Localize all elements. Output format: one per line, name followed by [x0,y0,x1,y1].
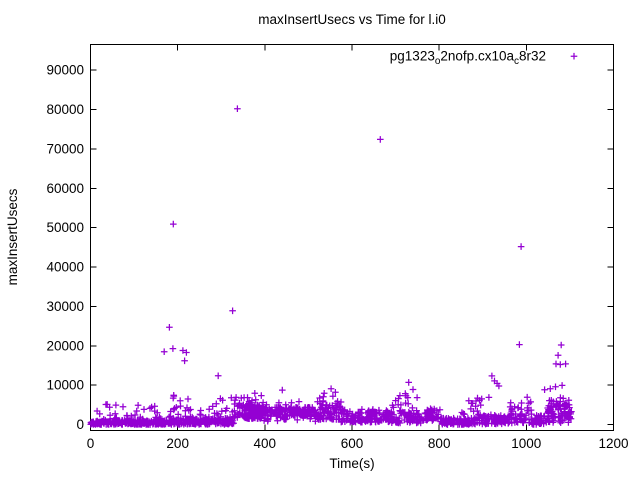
y-axis-label: maxInsertUsecs [5,188,20,285]
x-tick-label-0: 0 [87,436,95,451]
y-tick-label-90000: 90000 [46,63,84,78]
y-tick-label-60000: 60000 [46,181,84,196]
y-tick-label-50000: 50000 [46,220,84,235]
x-axis-label: Time(s) [329,456,374,471]
x-tick-label-1000: 1000 [511,436,541,451]
x-tick-label-600: 600 [341,436,364,451]
legend: pg1323o2nofp.cx10ac8r32 [390,49,578,68]
axis-ticks [90,44,614,431]
scatter-points-outliers [160,105,571,408]
x-tick-label-800: 800 [428,436,451,451]
x-tick-label-200: 200 [166,436,189,451]
plot-border [90,44,614,431]
y-tick-label-20000: 20000 [46,338,84,353]
y-tick-label-40000: 40000 [46,260,84,275]
axis-tick-labels: 0 200 400 600 800 1000 1200 0 10000 20000 30000 400… [46,63,628,451]
scatter-points-band [87,390,575,428]
legend-label: pg1323o2nofp.cx10ac8r32 [390,49,546,68]
legend-marker-plus-icon [570,52,578,60]
y-tick-label-10000: 10000 [46,378,84,393]
series-points-group [87,105,575,428]
y-tick-label-30000: 30000 [46,299,84,314]
chart-title: maxInsertUsecs vs Time for l.i0 [258,12,446,27]
y-tick-label-0: 0 [76,417,84,432]
x-tick-label-1200: 1200 [598,436,628,451]
y-tick-label-80000: 80000 [46,102,84,117]
x-tick-label-400: 400 [254,436,277,451]
y-tick-label-70000: 70000 [46,141,84,156]
